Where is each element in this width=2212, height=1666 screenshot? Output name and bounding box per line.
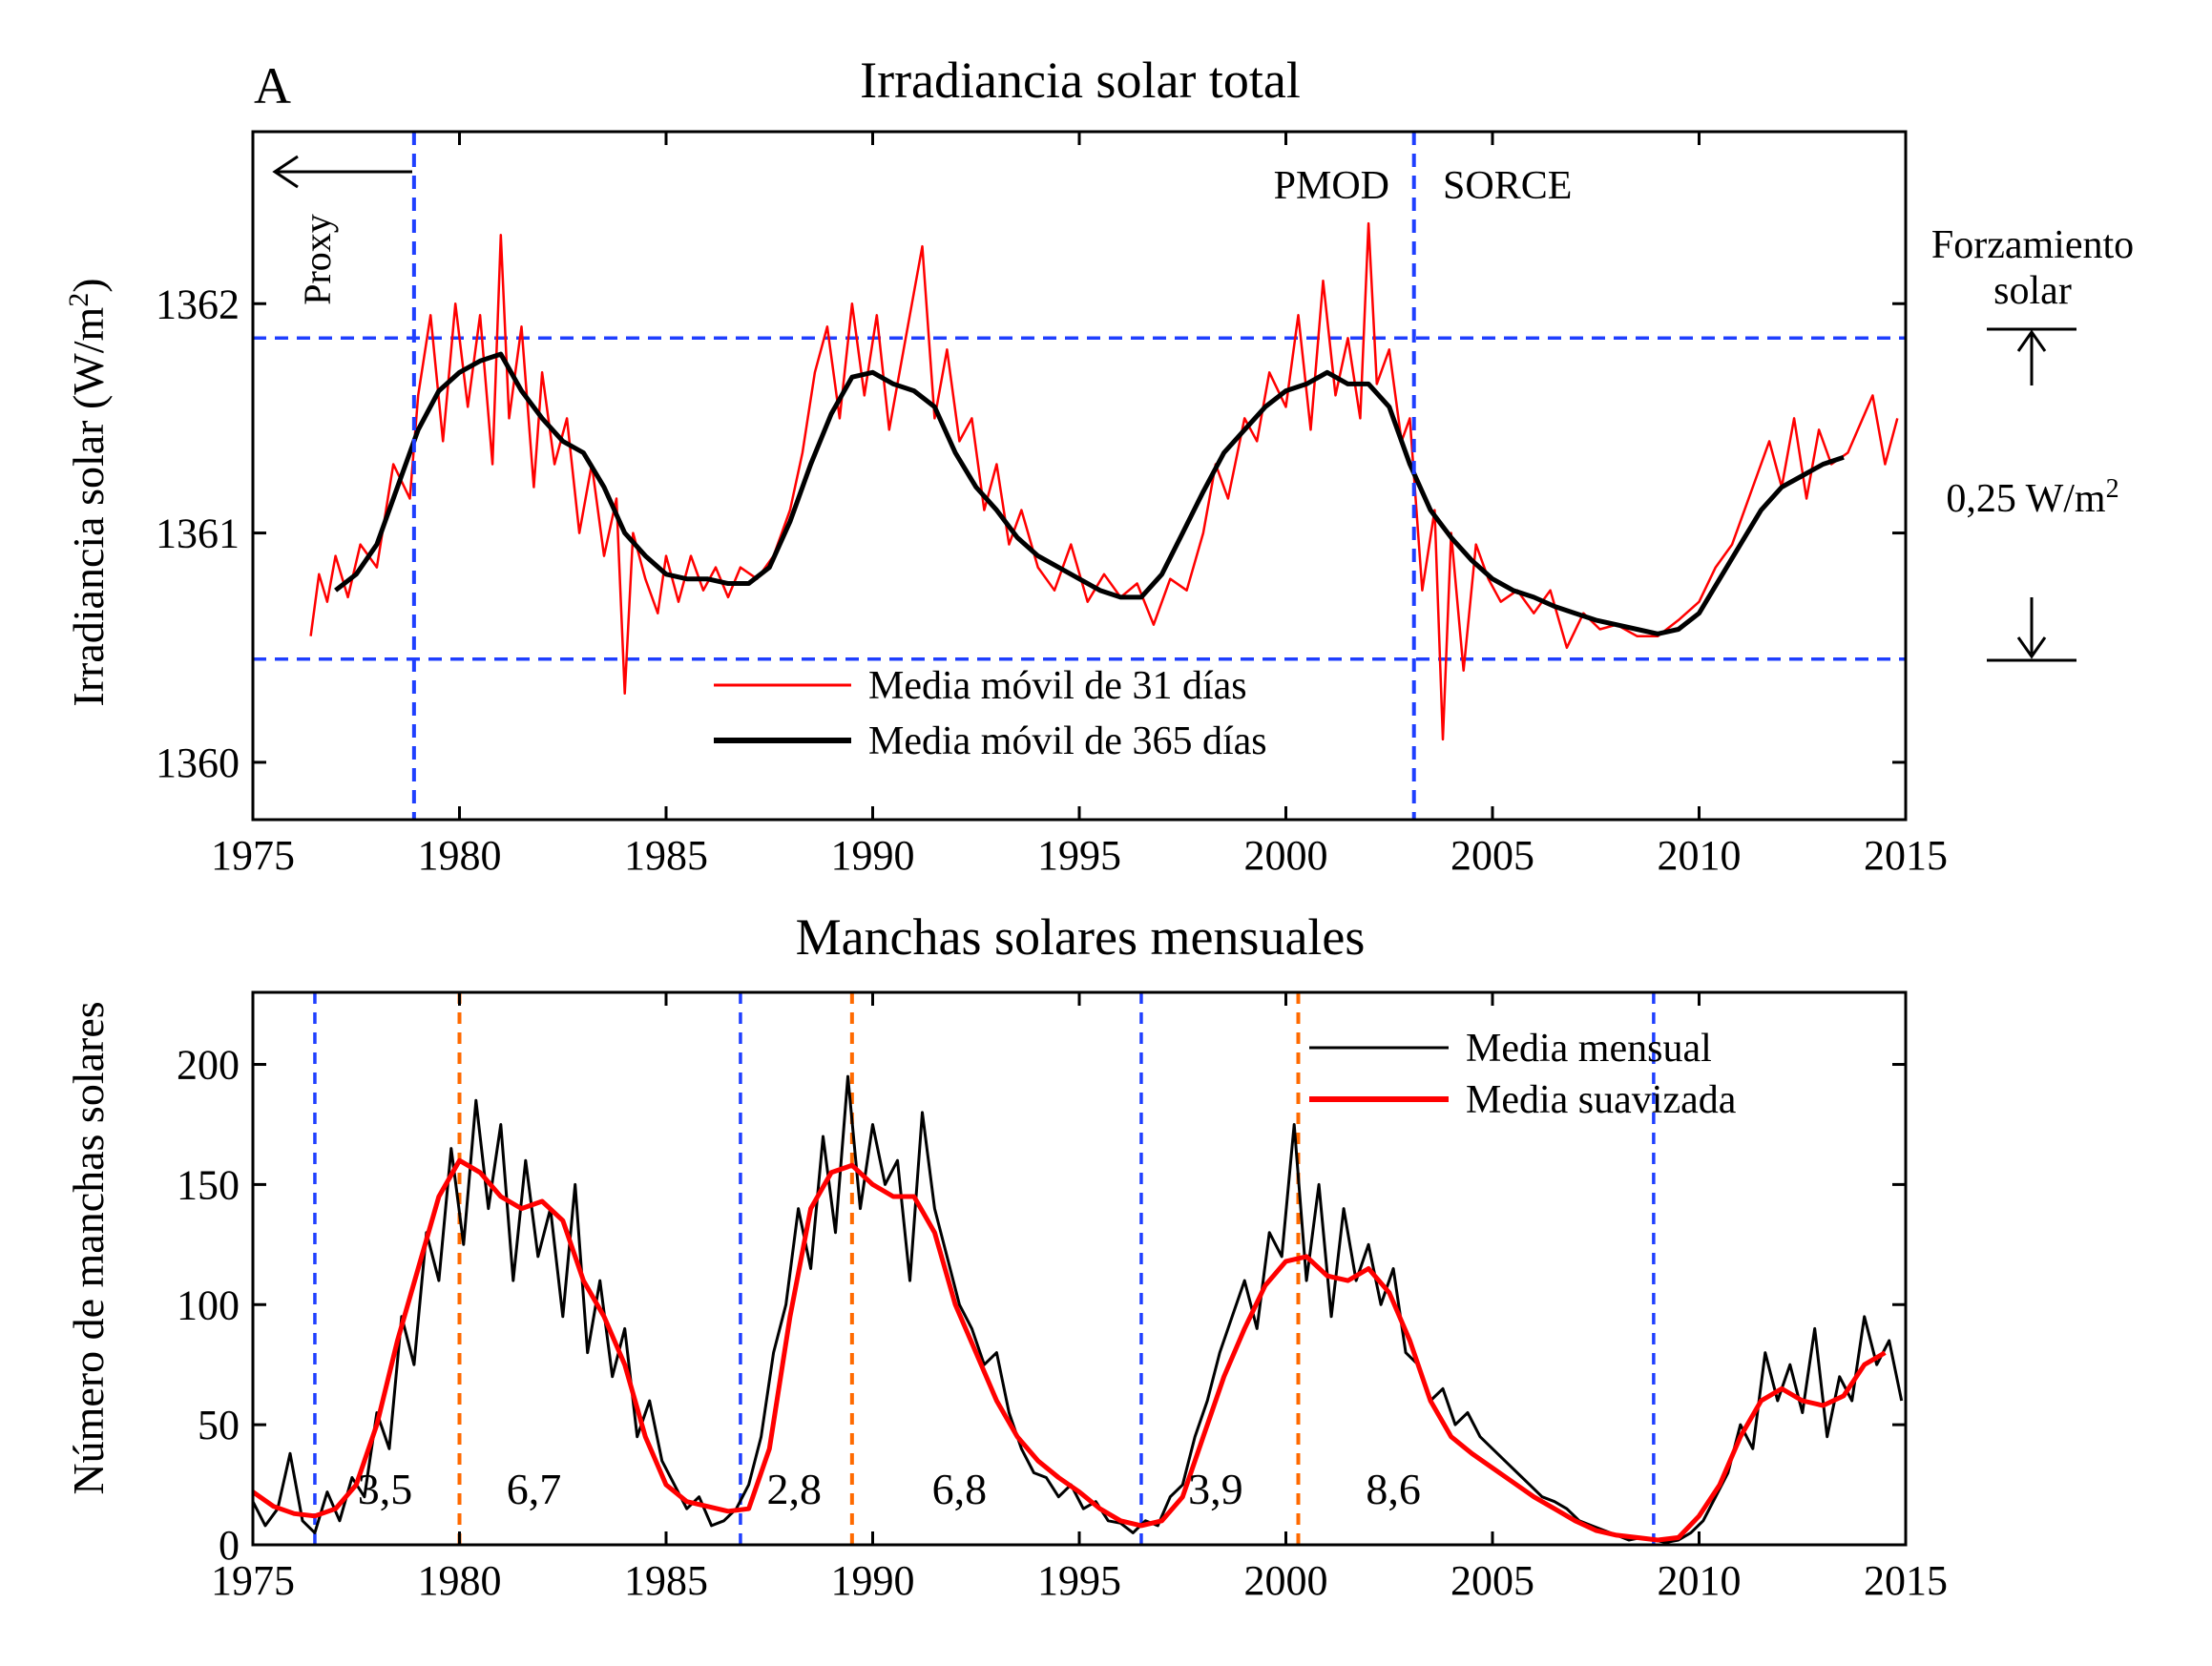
sunspot-xtick-label: 2010	[1658, 1557, 1742, 1604]
sunspot-x-axis: 1975 1980 1985 1990 1995 2000 2005 2010 2015	[211, 992, 1948, 1604]
sunspot-plot-frame	[251, 990, 1908, 1547]
sunspot-ytick-label: 0	[219, 1522, 240, 1569]
sunspot-xtick-label: 1995	[1037, 1557, 1121, 1604]
solar-forcing-annotation: Forzamiento solar 0,25 W/m2	[1931, 223, 2134, 662]
panel-label: A	[254, 57, 291, 115]
sorce-label: SORCE	[1443, 164, 1572, 208]
tsi-instrument-lines	[411, 132, 1416, 820]
sunspot-y-axis: 0 50 100 150 200	[177, 1042, 1906, 1569]
forcing-title-line2: solar	[1993, 269, 2072, 313]
tsi-xtick-label: 2010	[1658, 832, 1742, 879]
tsi-title: Irradiancia solar total	[860, 52, 1301, 109]
tsi-y-axis: 1360 1361 1362	[156, 281, 1906, 786]
series-31-day	[309, 221, 1899, 741]
tsi-ytick-label: 1362	[156, 281, 240, 327]
forcing-value: 0,25 W/m2	[1946, 474, 2118, 522]
legend-label-31: Media móvil de 31 días	[868, 664, 1247, 708]
sunspot-title: Manchas solares mensuales	[796, 908, 1366, 966]
cycle-length-label: 6,8	[932, 1465, 988, 1513]
series-smoothed-mean	[251, 1157, 1887, 1543]
sunspot-xtick-label: 1985	[624, 1557, 708, 1604]
cycle-length-label: 2,8	[766, 1465, 822, 1513]
tsi-xtick-label: 1980	[418, 832, 502, 879]
legend-label-monthly: Media mensual	[1466, 1027, 1712, 1071]
cycle-length-label: 3,9	[1188, 1465, 1243, 1513]
sunspot-xtick-label: 2005	[1450, 1557, 1534, 1604]
sunspot-series	[251, 1074, 1904, 1544]
legend-label-smoothed: Media suavizada	[1466, 1078, 1737, 1122]
sunspot-ytick-label: 150	[177, 1161, 240, 1208]
tsi-series	[309, 221, 1899, 741]
sunspot-xtick-label: 1980	[418, 1557, 502, 1604]
tsi-ytick-label: 1360	[156, 739, 240, 786]
cycle-length-labels: 3,5 6,7 2,8 6,8 3,9 8,6	[358, 1465, 1421, 1513]
tsi-ytick-label: 1361	[156, 510, 240, 557]
sunspot-xtick-label: 2000	[1244, 1557, 1328, 1604]
tsi-x-axis: 1975 1980 1985 1990 1995 2000 2005 2010 2015	[211, 132, 1948, 879]
cycle-length-label: 8,6	[1366, 1465, 1421, 1513]
tsi-xtick-label: 1995	[1037, 832, 1121, 879]
tsi-xtick-label: 2015	[1864, 832, 1948, 879]
cycle-length-label: 6,7	[507, 1465, 562, 1513]
proxy-label: Proxy	[296, 214, 339, 305]
sunspot-xtick-label: 1990	[831, 1557, 915, 1604]
sunspot-panel: Manchas solares mensuales Número de manc…	[64, 908, 1948, 1604]
series-365-day	[334, 351, 1845, 636]
sunspot-xtick-label: 1975	[211, 1557, 295, 1604]
proxy-arrowhead	[272, 155, 299, 189]
sunspot-ytick-label: 100	[177, 1281, 240, 1328]
tsi-xtick-label: 2005	[1450, 832, 1534, 879]
legend-label-365: Media móvil de 365 días	[868, 719, 1267, 763]
sunspot-legend: Media mensual Media suavizada	[1309, 1027, 1737, 1122]
tsi-legend: Media móvil de 31 días Media móvil de 36…	[714, 664, 1267, 763]
pmod-label: PMOD	[1274, 164, 1389, 208]
tsi-xtick-label: 1975	[211, 832, 295, 879]
sunspot-ytick-label: 200	[177, 1042, 240, 1089]
cycle-length-label: 3,5	[358, 1465, 413, 1513]
forcing-up-arrowhead	[2016, 329, 2047, 352]
tsi-xtick-label: 1985	[624, 832, 708, 879]
series-monthly-mean	[251, 1074, 1904, 1544]
forcing-title-line1: Forzamiento	[1931, 223, 2134, 267]
sunspot-ytick-label: 50	[198, 1402, 240, 1448]
tsi-ylabel: Irradiancia solar (W/m2)	[63, 278, 114, 706]
tsi-xtick-label: 2000	[1244, 832, 1328, 879]
tsi-panel: A Irradiancia solar total Irradiancia so…	[63, 52, 2135, 879]
sunspot-ylabel: Número de manchas solares	[64, 1001, 113, 1494]
forcing-down-arrowhead	[2016, 636, 2047, 659]
tsi-reference-lines	[253, 336, 1906, 661]
tsi-xtick-label: 1990	[831, 832, 915, 879]
sunspot-xtick-label: 2015	[1864, 1557, 1948, 1604]
